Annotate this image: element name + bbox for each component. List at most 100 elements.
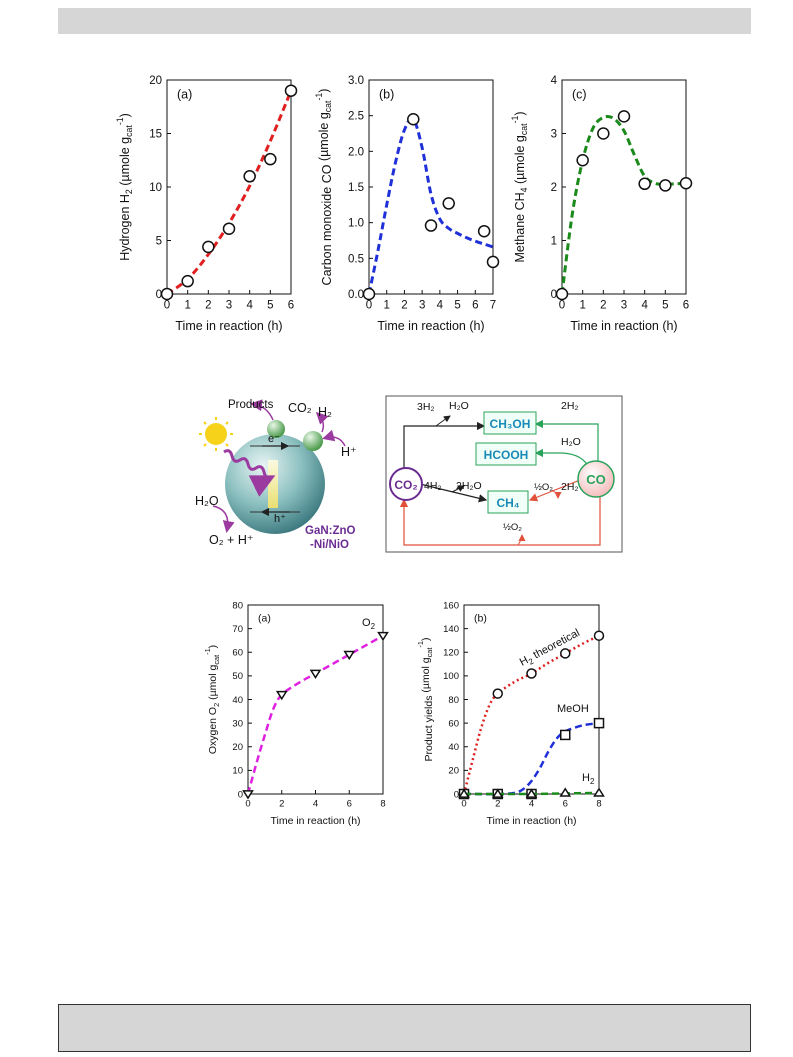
y-axis-label-part: cat [519,123,529,135]
panel-label: (b) [474,613,487,625]
x-axis-label: Time in reaction (h) [270,815,360,827]
x-tick-label: 6 [347,799,352,810]
x-tick-label: 4 [437,300,444,312]
y-tick-label: 0 [551,289,557,301]
series-name-sub: 2 [590,777,595,786]
x-tick-label: 5 [662,300,668,312]
panel-label: (b) [379,88,394,102]
y-axis-label: Product yields (µmol gcat-1) [416,638,435,762]
cocatalyst-ball [303,431,323,451]
y-axis-label-part: ) [317,89,331,93]
y-axis-label-part: Carbon monoxide CO [320,164,334,285]
y-axis-label-part: -1 [510,116,520,124]
data-point [477,224,491,238]
plot-frame [368,79,494,295]
fit-curve [166,90,293,296]
chart-hydrogen: 0 1 2 3 4 5 6 0 5 10 15 20 Time in reaction (h) Hydro… [115,75,298,333]
x-tick-label: 1 [184,300,190,312]
data-point [242,790,254,800]
data-point [525,788,538,798]
y-tick-label: 40 [448,742,459,753]
panel-label: (c) [572,88,587,102]
header-bar [58,8,751,34]
y-axis-label-part: Hydrogen H [118,194,132,261]
x-tick-label: 0 [164,300,170,312]
y-axis-label-part: 2 [124,189,134,194]
y-axis-label-part: (µmole g [118,137,132,189]
edge-label-4h2: 4H₂ [424,480,442,492]
x-tick-label: 2 [279,799,284,810]
y-tick-label: 3 [551,129,557,141]
y-axis-label-part: -1 [314,93,324,101]
y-tick-label: 70 [232,624,243,635]
x-axis-label: Time in reaction (h) [175,319,282,333]
x-axis-label: Time in reaction (h) [570,319,677,333]
reaction-network-diagram: CH₃OH HCOOH CH₄ CO₂ CO 3H₂ H₂O 2H₂ H₂O 4… [385,395,623,553]
y-tick-label: 20 [448,766,459,777]
y-tick-label: 40 [232,695,243,706]
y-tick-label: 60 [232,648,243,659]
x-tick-label: 3 [419,300,425,312]
x-tick-label: 4 [246,300,253,312]
series-name-main: H [582,772,590,784]
y-tick-label: 2.5 [348,111,364,123]
x-axis-label: Time in reaction (h) [486,815,576,827]
x-tick-label: 4 [641,300,648,312]
data-point [555,287,569,301]
y-tick-label: 1.0 [348,218,364,230]
data-point [659,179,672,192]
y-tick-label: 20 [232,742,243,753]
data-point [424,219,438,232]
data-point [576,154,589,167]
series-line [246,634,384,795]
co-node [577,460,615,498]
y-axis-label-part: cat [124,125,134,137]
y-axis-label: Carbon monoxide CO (µmole gcat-1) [314,89,334,286]
x-tick-label: 0 [461,799,466,810]
edge-label-h2o-mid: H₂O [561,436,581,448]
y-tick-label: 160 [443,600,459,611]
y-axis-label-part: Product yields [423,696,435,762]
chart-methane: 0 1 2 3 4 5 6 0 1 2 3 4 Time in reaction (h) Methane … [510,75,693,333]
panel-label: (a) [258,613,271,625]
x-tick-label: 6 [683,300,689,312]
x-tick-label: 1 [579,300,585,312]
y-tick-label: 0.5 [348,253,364,265]
y-axis-label-part: -1 [416,641,425,648]
water-label: H₂O [195,494,219,508]
x-tick-label: 2 [205,300,211,312]
series-name-end: theoretical [529,627,582,663]
edge-label-h2o-top: H₂O [449,400,469,412]
data-point [526,668,537,679]
data-point [222,222,236,235]
y-axis-label-part: ) [118,113,132,117]
panel-label: (a) [177,88,192,102]
x-tick-label: 0 [366,300,372,312]
edge-label-2h2-bottom: 2H₂ [561,481,579,493]
y-axis-label-part: ) [207,645,219,649]
plot-frame [247,604,384,795]
hplus-label: H⁺ [341,445,357,459]
methanol-label: CH₃OH [490,417,531,431]
y-tick-label: 100 [443,671,459,682]
series-name-label: O2 [362,617,376,631]
data-point [309,669,322,679]
y-tick-label: 5 [156,236,162,248]
y-tick-label: 0.0 [348,289,364,301]
edge-label-2h2o: 2H₂O [456,480,482,492]
data-point [343,650,356,661]
y-axis-label-part: Oxygen O [207,707,219,754]
data-point [160,287,174,301]
formic-acid-label: HCOOH [484,448,529,462]
co-node-label: CO [586,472,606,487]
y-tick-label: 1 [551,236,557,248]
series-name-main: MeOH [557,703,589,715]
formic-acid-box [475,442,537,466]
data-point [377,631,389,642]
x-tick-label: 7 [490,300,496,312]
y-tick-label: 15 [149,129,162,141]
series-name-label: H2 theoretical [518,627,583,670]
y-tick-label: 80 [232,600,243,611]
x-tick-label: 4 [313,799,318,810]
